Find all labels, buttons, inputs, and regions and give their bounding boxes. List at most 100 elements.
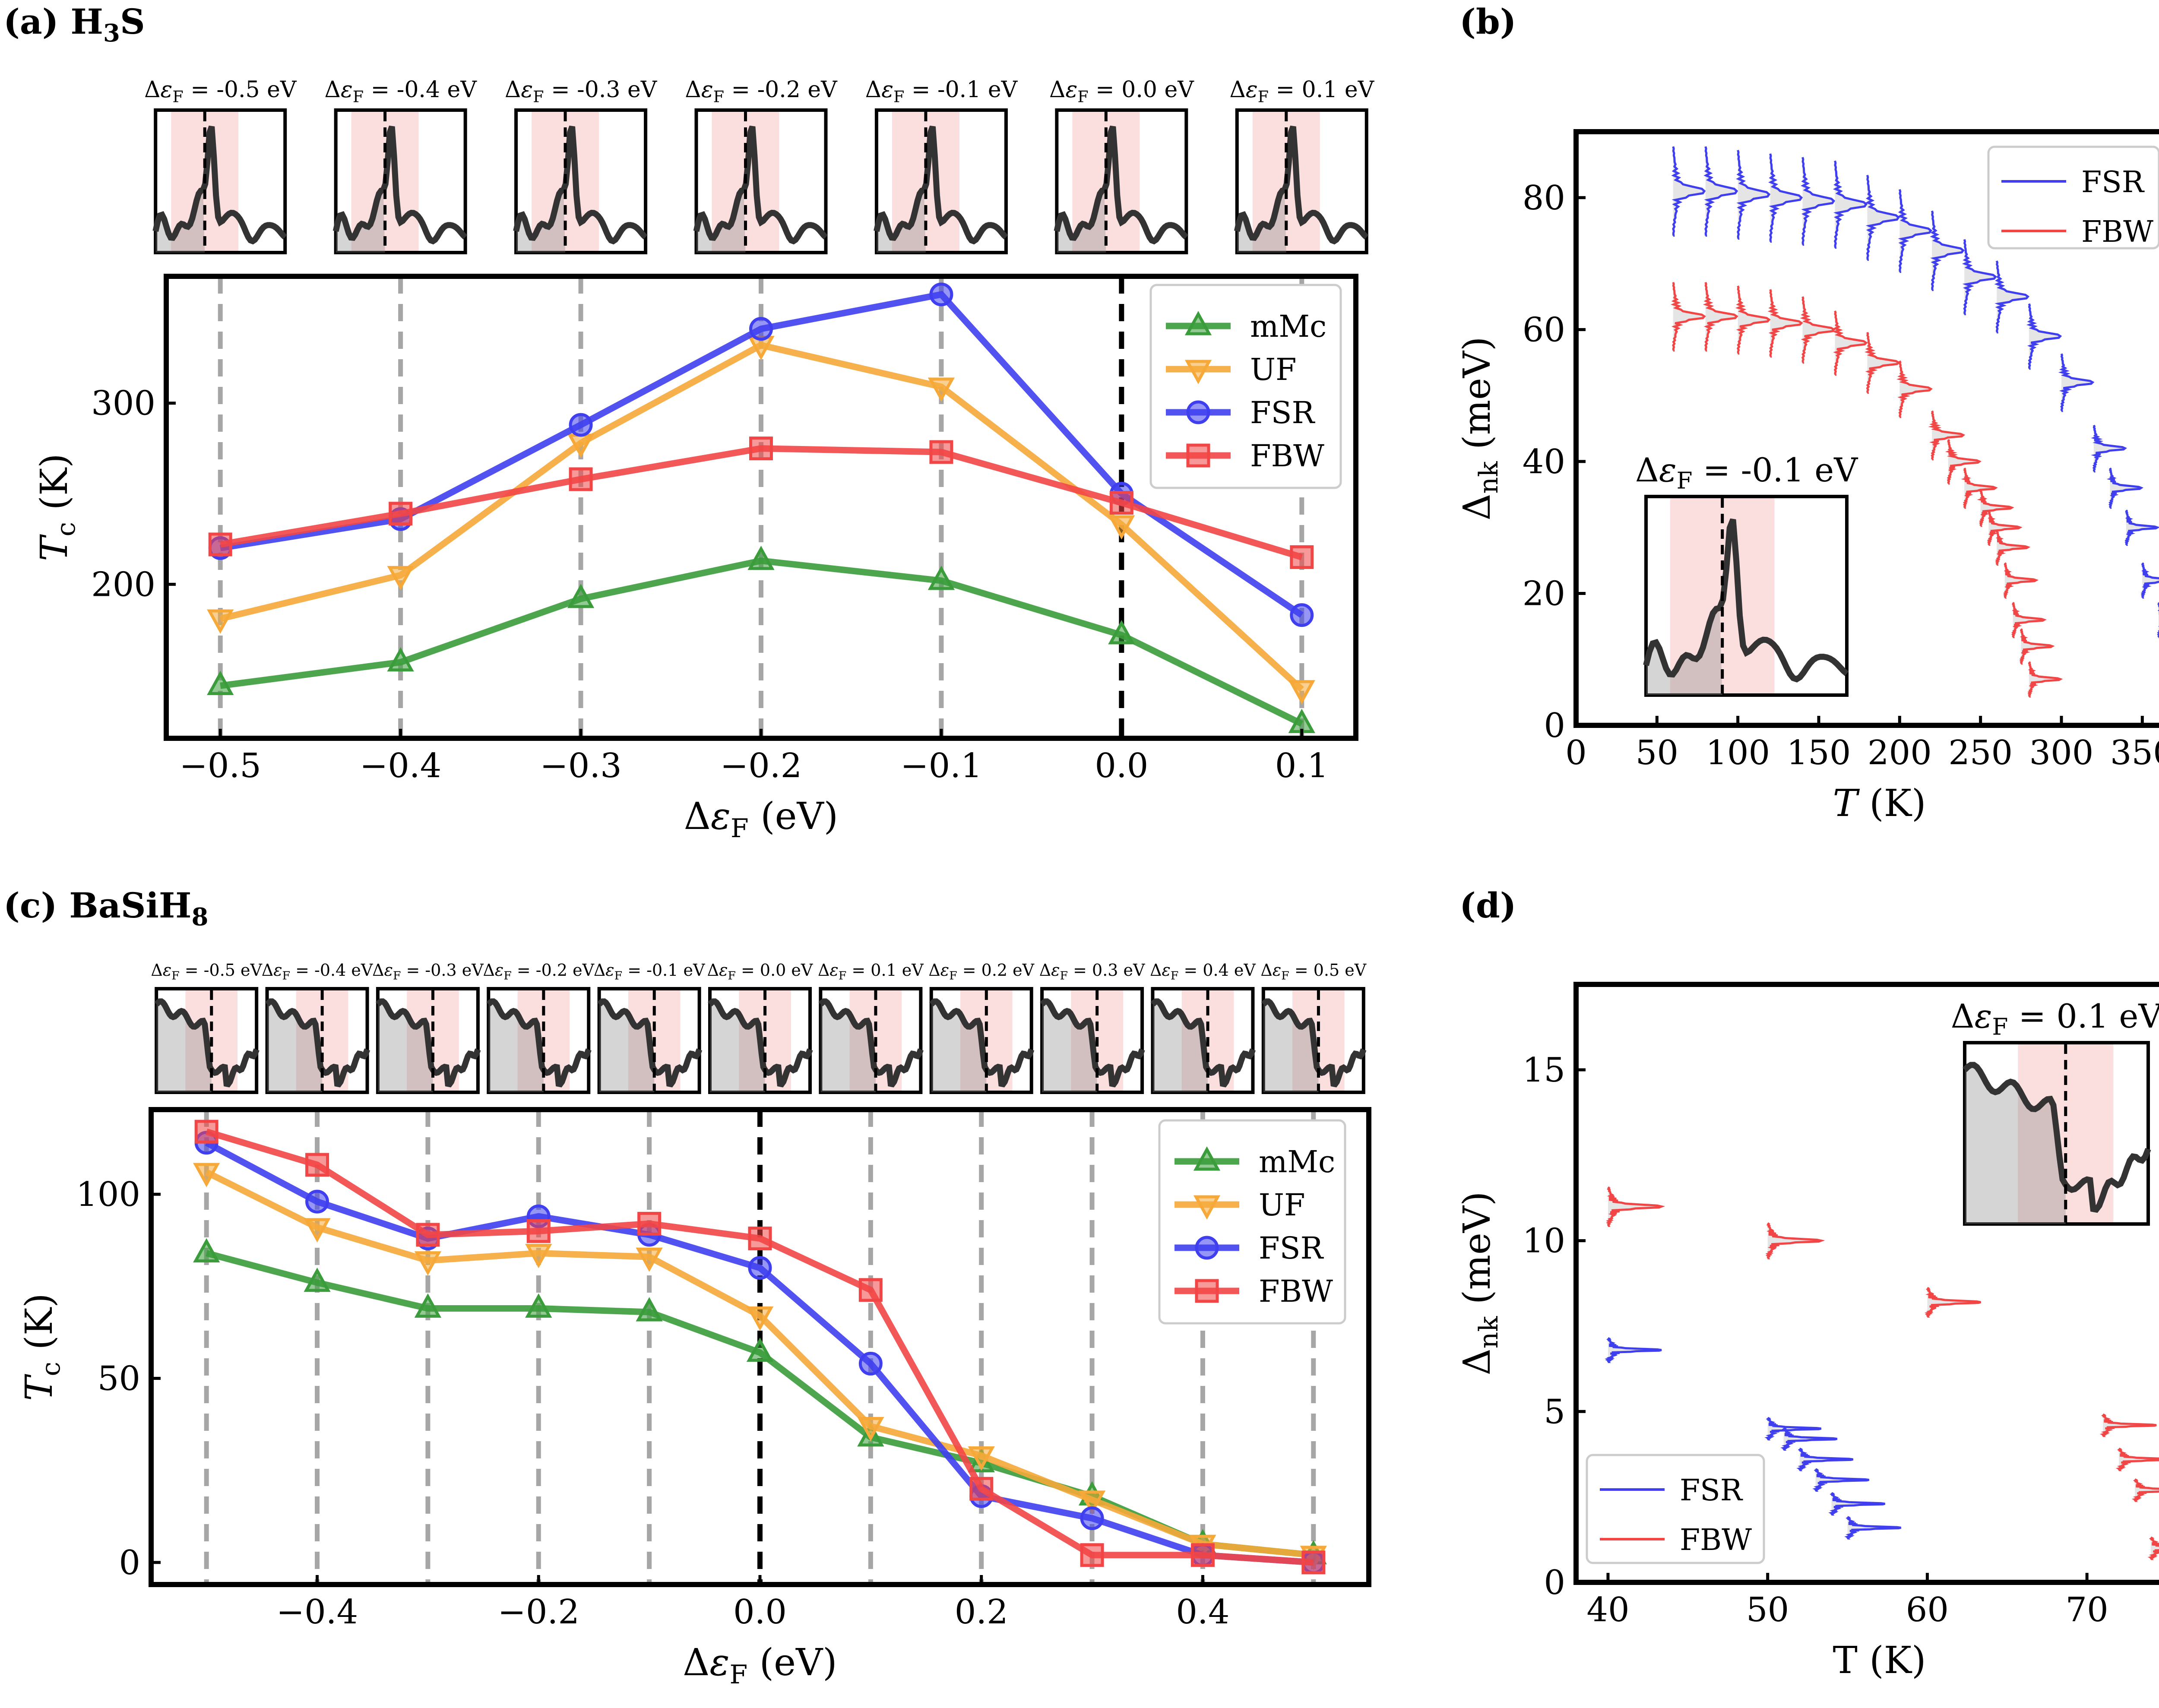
x-tick-label: −0.1 <box>900 746 982 785</box>
y-tick-label: 5 <box>1544 1392 1565 1431</box>
inset-1-dos-curve <box>332 125 468 245</box>
gap-distribution-FSR <box>2124 509 2159 546</box>
gap-distribution-FSR <box>1865 174 1900 261</box>
gap-distribution-FSR <box>1827 1492 1886 1516</box>
plot-frame <box>1573 129 2159 728</box>
inset-label: ΔεF = 0.1 eV <box>818 961 924 982</box>
inset-1-dos-curve <box>265 998 370 1088</box>
gap-distribution-FBW <box>1977 489 2014 527</box>
inset-label: ΔεF = -0.2 eV <box>685 77 838 106</box>
inset-4-filled <box>599 1001 655 1092</box>
gap-distribution-FSR <box>1833 160 1868 249</box>
inset-label: ΔεF = 0.5 eV <box>1260 961 1366 982</box>
gap-distribution-FBW <box>1670 282 1706 352</box>
point-mMc <box>525 1293 552 1318</box>
point-UF <box>1108 515 1135 540</box>
inset-label: ΔεF = 0.3 eV <box>1039 961 1145 982</box>
y-axis-label: Δnk (meV) <box>1456 336 1504 520</box>
point-FSR <box>1290 603 1314 627</box>
gap-distribution-FSR <box>1811 1468 1870 1492</box>
x-tick-label: 50 <box>1636 734 1678 772</box>
inset-label: ΔεF = -0.1 eV <box>865 77 1018 106</box>
point-UF <box>968 1446 995 1471</box>
inset-6-dos-curve <box>1234 125 1369 245</box>
legend-box <box>1158 1119 1346 1325</box>
point-FBW <box>1080 1543 1104 1567</box>
point-mMc <box>193 1238 220 1263</box>
y-tick-label: 15 <box>1523 1051 1565 1090</box>
gap-distribution-FBW <box>1945 439 1982 485</box>
point-FBW <box>569 467 593 491</box>
legend-label-FSR: FSR <box>1680 1474 1743 1508</box>
inset-3-dos-curve <box>693 125 828 245</box>
point-FSR <box>749 317 773 341</box>
inset-8-filled <box>1042 1001 1097 1092</box>
legend-label-FBW: FBW <box>2081 215 2153 249</box>
inset-0-filled <box>156 1001 212 1092</box>
legend-label-FSR: FSR <box>1250 395 1316 430</box>
gap-distribution-FSR <box>1768 153 1803 243</box>
gap-distribution-FSR <box>2058 353 2095 412</box>
gap-distribution-FBW <box>2019 628 2055 665</box>
gap-distribution-FBW <box>2003 562 2039 599</box>
inset-0-dos-curve <box>154 998 260 1088</box>
gap-distribution-FSR <box>1796 1447 1854 1471</box>
point-mMc <box>1108 620 1135 645</box>
x-tick-label: 150 <box>1787 734 1851 772</box>
gap-distribution-FBW <box>1703 282 1738 352</box>
x-tick-label: −0.3 <box>540 746 621 785</box>
chart-d: 40 50 60 70 0 5 10 15 T (K) Δnk (meV) FSR FBW ΔεF = … <box>1456 982 2159 1682</box>
gap-distribution-FSR <box>2091 424 2127 473</box>
inset-2-dos-curve <box>375 998 481 1088</box>
legend-label-FBW: FBW <box>1250 438 1324 474</box>
point-mMc <box>747 545 775 570</box>
point-FBW <box>526 1219 551 1243</box>
legend-marker-mMc <box>1193 1146 1221 1171</box>
point-FBW <box>1290 545 1314 569</box>
gap-distribution-FSR <box>1605 1337 1662 1363</box>
inset-label: ΔεF = 0.0 eV <box>1049 77 1194 106</box>
x-axis-label: T (K) <box>1833 1639 1926 1682</box>
legend-box <box>1586 1454 1765 1564</box>
x-tick-label: 100 <box>1706 734 1770 772</box>
point-mMc <box>304 1267 331 1292</box>
legend-label-mMc: mMc <box>1259 1144 1335 1180</box>
point-UF <box>525 1244 552 1268</box>
legend-marker-mMc <box>1184 311 1212 335</box>
gap-distribution-FSR <box>2106 467 2144 509</box>
main-inset-dos-curve <box>1963 1062 2151 1213</box>
inset-2-filled <box>377 1001 433 1092</box>
x-tick-label: 40 <box>1586 1591 1629 1629</box>
point-FBW <box>748 1226 772 1250</box>
gap-distribution-FSR <box>1764 1417 1822 1441</box>
gap-distribution-FBW <box>2011 602 2047 639</box>
point-mMc <box>207 671 234 695</box>
point-FBW <box>1301 1550 1326 1575</box>
main-inset-dos-curve <box>1643 518 1849 683</box>
inset-label: ΔεF = -0.3 eV <box>372 961 484 982</box>
inset-5-filled <box>710 1001 765 1092</box>
x-tick-label: 200 <box>1868 734 1932 772</box>
x-tick-label: 300 <box>2029 734 2094 772</box>
point-FBW <box>637 1211 662 1236</box>
inset-label: ΔεF = 0.1 eV <box>1229 77 1374 106</box>
x-tick-label: −0.2 <box>720 746 802 785</box>
y-axis-label: Δnk (meV) <box>1456 1191 1504 1375</box>
point-FBW <box>858 1278 883 1302</box>
inset-6-dos-curve <box>818 998 924 1088</box>
legend-marker-FSR <box>1195 1236 1219 1260</box>
y-tick-label: 200 <box>91 565 155 604</box>
x-tick-label: 250 <box>1948 734 2013 772</box>
legend-marker-UF <box>1193 1195 1221 1220</box>
inset-10-dos-curve <box>1261 998 1367 1088</box>
x-tick-label: 50 <box>1746 1591 1789 1629</box>
x-tick-label: 0.0 <box>733 1593 787 1632</box>
gap-distribution-FSR <box>1897 189 1932 273</box>
point-UF <box>414 1251 442 1276</box>
point-UF <box>1078 1490 1106 1515</box>
gap-distribution-FBW <box>1987 509 2023 546</box>
x-tick-label: 60 <box>1906 1591 1949 1629</box>
chart-a: ΔεF = -0.5 eV ΔεF = -0.4 eV ΔεF = -0.3 eV Δ… <box>33 77 1375 844</box>
x-axis-label: ΔεF (eV) <box>683 1641 837 1690</box>
